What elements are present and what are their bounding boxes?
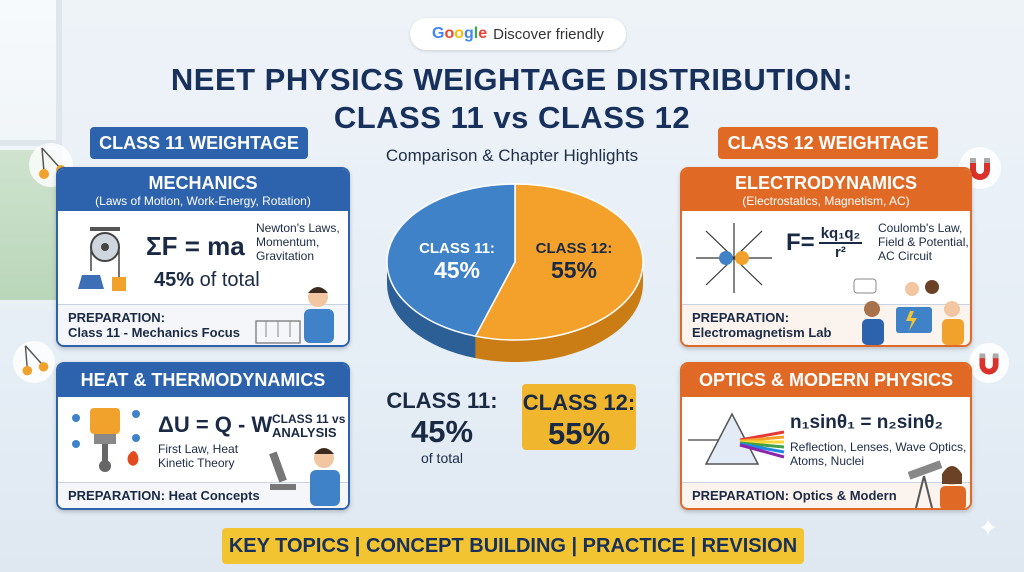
magnet-icon: [968, 342, 1010, 384]
class12-header: CLASS 12 WEIGHTAGE: [718, 127, 938, 159]
thermo-notes: First Law, Heat Kinetic Theory: [158, 442, 239, 470]
sparkle-icon: ✦: [978, 515, 999, 542]
optics-card-header: OPTICS & MODERN PHYSICS: [682, 364, 970, 397]
prism-icon: [688, 412, 785, 465]
mechanics-equation: ΣF = ma: [146, 231, 245, 261]
thermo-title: HEAT & THERMODYNAMICS: [80, 370, 326, 390]
student-illustration: [255, 287, 334, 344]
mechanics-card: MECHANICS (Laws of Motion, Work-Energy, …: [56, 167, 350, 347]
class12-stat: CLASS 12: 55%: [522, 384, 636, 451]
students-lab-illustration: [853, 278, 964, 345]
electro-title: ELECTRODYNAMICS: [734, 173, 917, 193]
electro-card: ELECTRODYNAMICS (Electrostatics, Magneti…: [680, 167, 972, 347]
electro-notes: Coulomb's Law, Field & Potential, AC Cir…: [878, 221, 969, 263]
engine-piston-icon: [72, 408, 140, 472]
thermo-card: HEAT & THERMODYNAMICS ΔU = Q - W CLASS 1…: [56, 362, 350, 510]
mechanics-share: 45% of total: [154, 269, 260, 291]
pie-slice-class11: [386, 183, 516, 338]
telescope-student-illustration: [908, 460, 966, 508]
class11-header: CLASS 11 WEIGHTAGE: [90, 127, 308, 159]
optics-notes: Reflection, Lenses, Wave Optics, Atoms, …: [790, 440, 967, 468]
thermo-equation: ΔU = Q - W: [158, 412, 273, 437]
electro-card-header: ELECTRODYNAMICS (Electrostatics, Magneti…: [682, 169, 970, 211]
pie-label-class11: CLASS 11: 45%: [419, 240, 495, 283]
badge-text: Discover friendly: [493, 25, 605, 43]
google-wordmark: Google: [431, 25, 488, 42]
pie-slice-class12: [474, 183, 644, 341]
mechanics-notes: Newton's Laws, Momentum, Gravitation: [256, 221, 340, 263]
electric-field-icon: [696, 223, 772, 293]
page-subtitle: Comparison & Chapter Highlights: [385, 146, 639, 165]
pendulum-icon: [12, 340, 56, 384]
pie-slice-class12-side: [475, 262, 643, 362]
optics-title: OPTICS & MODERN PHYSICS: [698, 370, 954, 390]
microscope-student-illustration: [269, 448, 340, 506]
pie-label-class12: CLASS 12: 55%: [535, 240, 613, 283]
electro-subtitle: (Electrostatics, Magnetism, AC): [742, 194, 910, 208]
weightage-pie-chart: [386, 183, 644, 362]
mechanics-card-header: MECHANICS (Laws of Motion, Work-Energy, …: [58, 169, 348, 211]
optics-equation: n₁sinθ₁ = n₂sinθ₂: [790, 412, 943, 433]
pulley-icon: [78, 227, 126, 291]
footer-banner: KEY TOPICS | CONCEPT BUILDING | PRACTICE…: [222, 528, 804, 564]
thermo-prep: PREPARATION: Heat Concepts: [58, 482, 348, 508]
mechanics-subtitle: (Laws of Motion, Work-Energy, Rotation): [95, 194, 311, 208]
class11-stat: CLASS 11: 45% of total: [386, 388, 498, 466]
optics-card: OPTICS & MODERN PHYSICS n₁sinθ₁ = n₂sinθ…: [680, 362, 972, 510]
electro-equation: F= kq₁q₂ r²: [786, 225, 863, 261]
mechanics-title: MECHANICS: [148, 173, 258, 193]
thermo-card-header: HEAT & THERMODYNAMICS: [58, 364, 348, 397]
discover-badge: Google Discover friendly: [410, 18, 626, 50]
page-title-line2: CLASS 11 vs CLASS 12: [333, 100, 691, 135]
page-title-line1: NEET PHYSICS WEIGHTAGE DISTRIBUTION:: [170, 62, 854, 97]
pie-slice-class11-side: [387, 262, 476, 359]
thermo-side-label: CLASS 11 vs ANALYSIS: [272, 412, 346, 440]
